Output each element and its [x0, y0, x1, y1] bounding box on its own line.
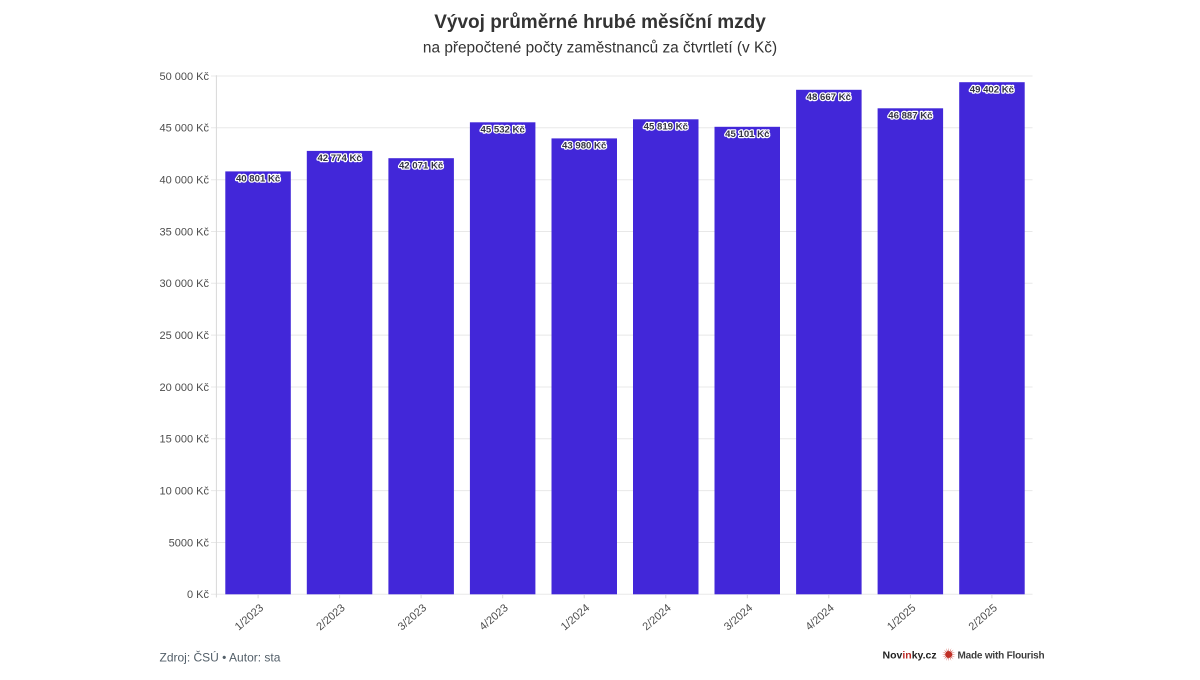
svg-text:35 000 Kč: 35 000 Kč — [159, 226, 209, 238]
svg-text:48 667 Kč: 48 667 Kč — [807, 92, 852, 103]
svg-text:Made with Flourish: Made with Flourish — [958, 651, 1045, 662]
svg-text:40 000 Kč: 40 000 Kč — [159, 175, 209, 187]
svg-text:42 774 Kč: 42 774 Kč — [317, 153, 362, 164]
svg-text:Novinky.cz: Novinky.cz — [883, 650, 937, 662]
svg-text:25 000 Kč: 25 000 Kč — [159, 330, 209, 342]
svg-text:50 000 Kč: 50 000 Kč — [159, 71, 209, 83]
svg-text:30 000 Kč: 30 000 Kč — [159, 278, 209, 290]
svg-text:40 801 Kč: 40 801 Kč — [236, 174, 281, 185]
svg-text:20 000 Kč: 20 000 Kč — [159, 382, 209, 394]
svg-text:43 980 Kč: 43 980 Kč — [562, 141, 607, 152]
svg-text:45 819 Kč: 45 819 Kč — [644, 122, 689, 133]
svg-text:45 101 Kč: 45 101 Kč — [725, 129, 770, 140]
svg-text:15 000 Kč: 15 000 Kč — [159, 434, 209, 446]
svg-text:45 532 Kč: 45 532 Kč — [481, 125, 526, 136]
svg-text:49 402 Kč: 49 402 Kč — [970, 85, 1015, 96]
svg-text:Zdroj: ČSÚ • Autor: sta: Zdroj: ČSÚ • Autor: sta — [160, 650, 281, 665]
svg-text:na přepočtené počty zaměstnanc: na přepočtené počty zaměstnanců za čtvrt… — [423, 39, 777, 56]
svg-text:10 000 Kč: 10 000 Kč — [159, 485, 209, 497]
svg-text:46 887 Kč: 46 887 Kč — [888, 111, 933, 122]
svg-text:5000 Kč: 5000 Kč — [169, 537, 210, 549]
svg-text:45 000 Kč: 45 000 Kč — [159, 123, 209, 135]
svg-text:42 071 Kč: 42 071 Kč — [399, 161, 444, 172]
svg-text:0 Kč: 0 Kč — [187, 589, 210, 601]
svg-text:Vývoj průměrné hrubé měsíční m: Vývoj průměrné hrubé měsíční mzdy — [434, 12, 766, 33]
